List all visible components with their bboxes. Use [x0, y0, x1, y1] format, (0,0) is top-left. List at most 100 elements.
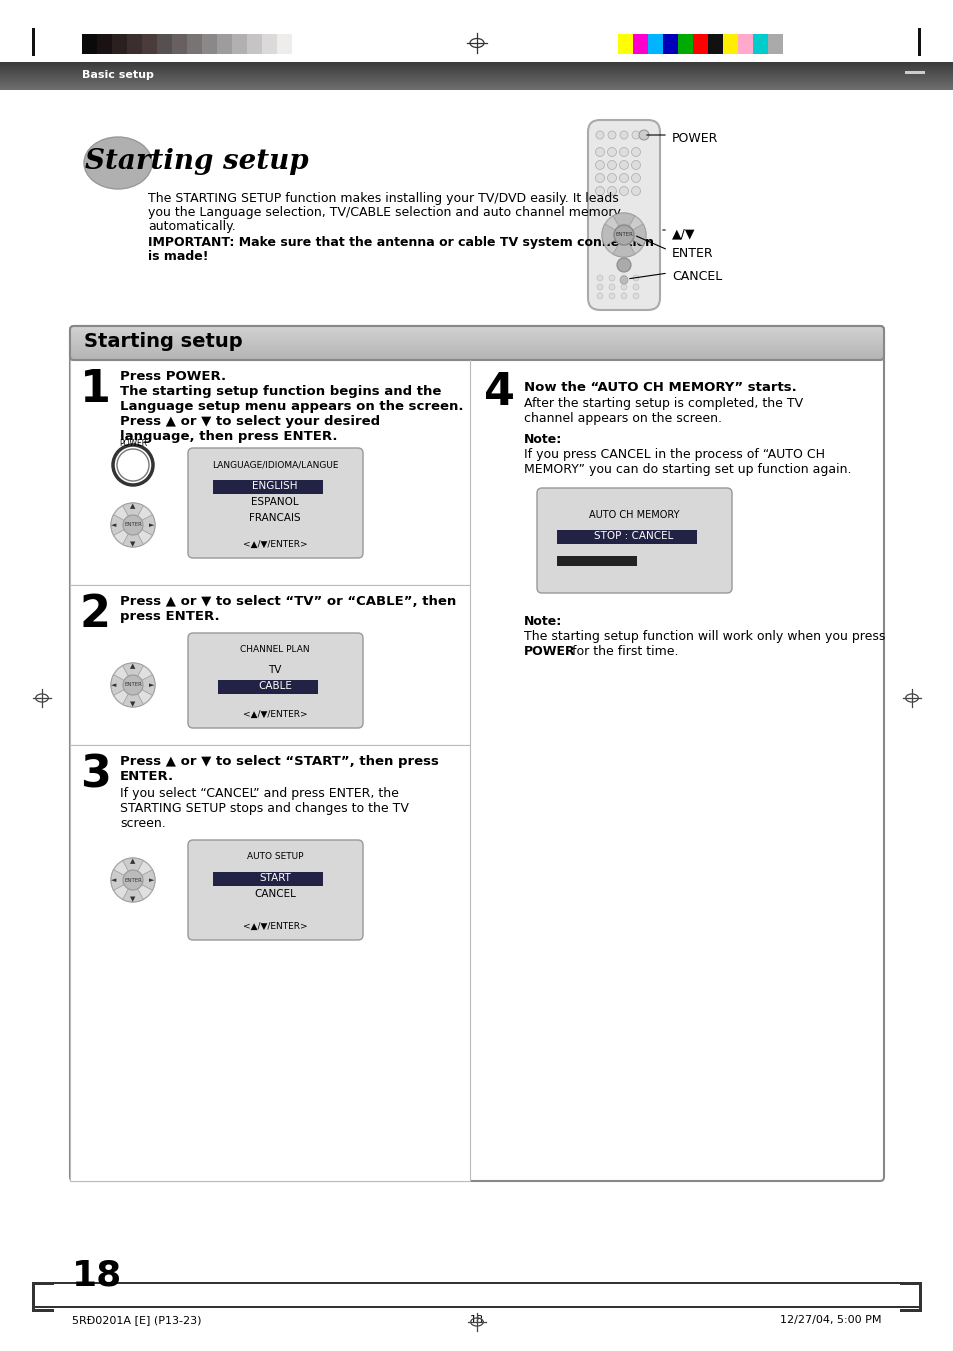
- Bar: [662, 34, 678, 54]
- Circle shape: [631, 147, 639, 157]
- Wedge shape: [613, 235, 635, 257]
- Text: FRANCAIS: FRANCAIS: [249, 513, 300, 523]
- Text: STARTING SETUP stops and changes to the TV: STARTING SETUP stops and changes to the …: [120, 802, 409, 815]
- Wedge shape: [123, 685, 143, 707]
- Text: ENTER.: ENTER.: [120, 770, 174, 784]
- Text: Press ▲ or ▼ to select “START”, then press: Press ▲ or ▼ to select “START”, then pre…: [120, 755, 438, 767]
- Text: ENTER: ENTER: [615, 232, 632, 238]
- Circle shape: [597, 276, 602, 281]
- Circle shape: [601, 213, 645, 257]
- Circle shape: [607, 131, 616, 139]
- Circle shape: [595, 161, 604, 169]
- Text: <▲/▼/ENTER>: <▲/▼/ENTER>: [242, 921, 307, 931]
- Circle shape: [631, 186, 639, 196]
- Bar: [917, 28, 920, 55]
- Bar: [738, 34, 752, 54]
- Bar: [276, 34, 292, 54]
- Wedge shape: [111, 870, 132, 890]
- Bar: [292, 34, 307, 54]
- Bar: [82, 34, 97, 54]
- FancyBboxPatch shape: [587, 120, 659, 309]
- Text: 5RÐ0201A [E] (P13-23): 5RÐ0201A [E] (P13-23): [71, 1315, 201, 1325]
- Circle shape: [633, 284, 639, 290]
- Bar: [202, 34, 216, 54]
- Circle shape: [597, 284, 602, 290]
- Text: ▲/▼: ▲/▼: [671, 227, 695, 240]
- Circle shape: [111, 503, 154, 547]
- Wedge shape: [601, 224, 623, 246]
- Text: screen.: screen.: [120, 817, 166, 830]
- Text: CABLE: CABLE: [258, 681, 292, 690]
- Text: Language setup menu appears on the screen.: Language setup menu appears on the scree…: [120, 400, 463, 413]
- Circle shape: [111, 858, 154, 902]
- Bar: [70, 359, 470, 585]
- Wedge shape: [123, 503, 143, 526]
- Text: TV: TV: [268, 665, 281, 676]
- Circle shape: [597, 293, 602, 299]
- Bar: [70, 744, 470, 1181]
- Bar: [70, 585, 470, 744]
- Bar: [32, 28, 35, 55]
- Text: automatically.: automatically.: [148, 220, 235, 232]
- Ellipse shape: [84, 136, 152, 189]
- Circle shape: [631, 131, 639, 139]
- Circle shape: [620, 293, 626, 299]
- Circle shape: [618, 186, 628, 196]
- Text: Press ▲ or ▼ to select your desired: Press ▲ or ▼ to select your desired: [120, 415, 379, 428]
- Text: Note:: Note:: [523, 434, 561, 446]
- Bar: [213, 871, 323, 886]
- Bar: [172, 34, 187, 54]
- Circle shape: [633, 276, 639, 281]
- Text: CANCEL: CANCEL: [671, 270, 721, 282]
- Circle shape: [619, 131, 627, 139]
- Bar: [97, 34, 112, 54]
- Bar: [216, 34, 232, 54]
- Circle shape: [631, 173, 639, 182]
- Circle shape: [596, 131, 603, 139]
- Circle shape: [617, 258, 630, 272]
- Wedge shape: [123, 880, 143, 902]
- Bar: [557, 530, 697, 544]
- Text: The starting setup function begins and the: The starting setup function begins and t…: [120, 385, 441, 399]
- Bar: [557, 557, 637, 566]
- Text: CHANNEL PLAN: CHANNEL PLAN: [240, 644, 310, 654]
- Bar: [678, 34, 692, 54]
- Bar: [899, 1309, 921, 1312]
- Text: ►: ►: [150, 682, 154, 688]
- Text: <▲/▼/ENTER>: <▲/▼/ENTER>: [242, 711, 307, 719]
- Bar: [32, 1282, 921, 1283]
- Text: 2: 2: [80, 593, 111, 636]
- Wedge shape: [123, 526, 143, 547]
- Circle shape: [631, 161, 639, 169]
- Text: ◄: ◄: [112, 682, 116, 688]
- Bar: [112, 34, 127, 54]
- Circle shape: [608, 284, 615, 290]
- Bar: [187, 34, 202, 54]
- Bar: [899, 1282, 921, 1285]
- Bar: [470, 359, 471, 1181]
- Text: STOP : CANCEL: STOP : CANCEL: [594, 531, 673, 540]
- Bar: [213, 480, 323, 494]
- Text: <▲/▼/ENTER>: <▲/▼/ENTER>: [242, 540, 307, 549]
- FancyBboxPatch shape: [70, 326, 883, 1181]
- Text: If you select “CANCEL” and press ENTER, the: If you select “CANCEL” and press ENTER, …: [120, 788, 398, 800]
- Text: IMPORTANT: Make sure that the antenna or cable TV system connection: IMPORTANT: Make sure that the antenna or…: [148, 236, 654, 249]
- Text: ►: ►: [150, 877, 154, 884]
- Text: ▼: ▼: [131, 896, 135, 902]
- Circle shape: [595, 173, 604, 182]
- Bar: [904, 72, 924, 74]
- Bar: [127, 34, 142, 54]
- Circle shape: [595, 147, 604, 157]
- Bar: [707, 34, 722, 54]
- Bar: [767, 34, 782, 54]
- Circle shape: [618, 147, 628, 157]
- Circle shape: [618, 161, 628, 169]
- Text: The starting setup function will work only when you press: The starting setup function will work on…: [523, 630, 884, 643]
- Text: 4: 4: [483, 372, 515, 413]
- Text: POWER: POWER: [119, 439, 147, 449]
- Text: Press ▲ or ▼ to select “TV” or “CABLE”, then: Press ▲ or ▼ to select “TV” or “CABLE”, …: [120, 594, 456, 608]
- Bar: [157, 34, 172, 54]
- Circle shape: [618, 173, 628, 182]
- Text: LANGUAGE/IDIOMA/LANGUE: LANGUAGE/IDIOMA/LANGUE: [212, 459, 338, 469]
- Text: The STARTING SETUP function makes installing your TV/DVD easily. It leads: The STARTING SETUP function makes instal…: [148, 192, 618, 205]
